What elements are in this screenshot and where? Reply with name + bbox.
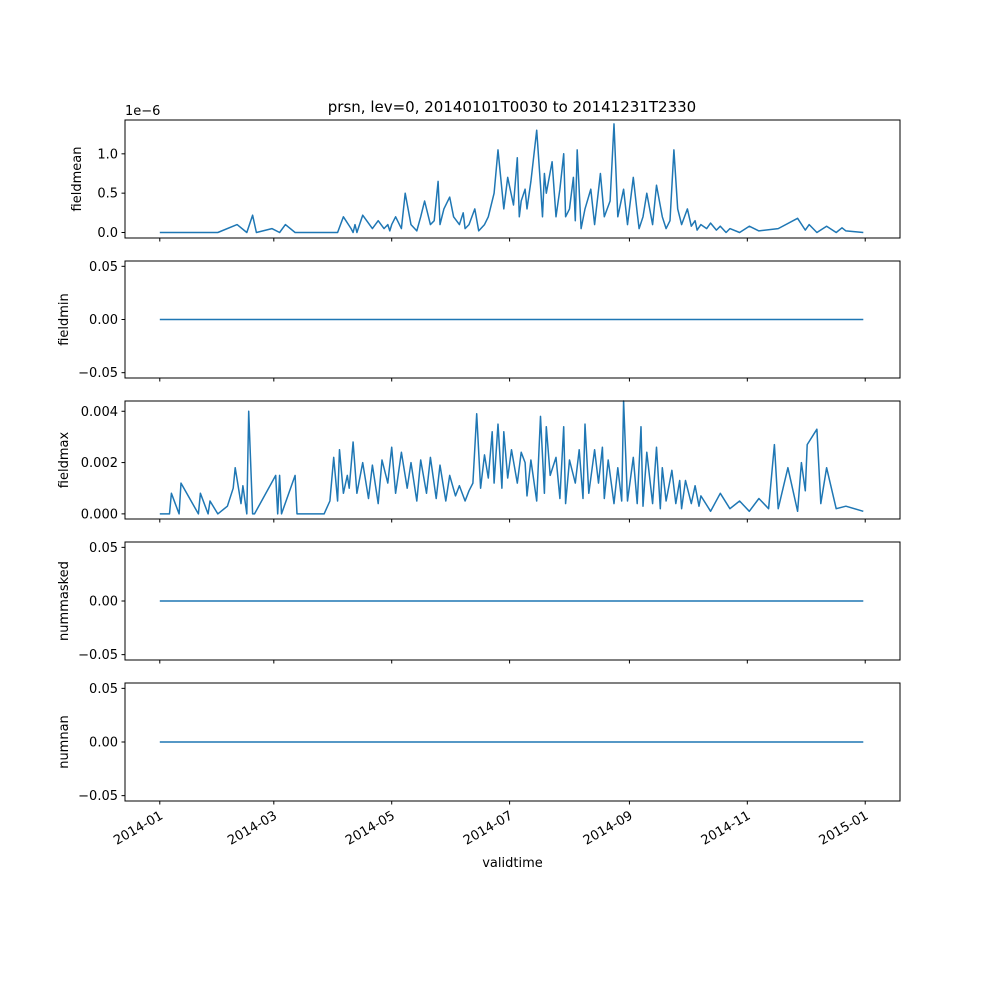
y-tick-label: 0.05 xyxy=(89,541,118,556)
plot-frame xyxy=(124,119,901,239)
x-axis-label: validtime xyxy=(482,856,543,871)
y-axis-label: numnan xyxy=(57,715,72,769)
y-tick-label: 0.000 xyxy=(81,507,118,522)
y-tick-label: 0.00 xyxy=(89,595,118,610)
y-tick-label: −0.05 xyxy=(78,789,118,804)
y-tick-label: 0.00 xyxy=(89,313,118,328)
plot-frame xyxy=(124,400,901,520)
y-offset-label: 1e−6 xyxy=(125,104,160,119)
subplot-fieldmean: 0.0 0.5 1.0 fieldmean 1e−6 xyxy=(70,104,901,242)
series-line xyxy=(159,123,864,234)
y-axis-label: fieldmean xyxy=(70,147,85,212)
series-line xyxy=(159,400,864,515)
y-tick-label: 0.002 xyxy=(81,456,118,471)
y-tick-label: 0.5 xyxy=(97,187,118,202)
subplot-fieldmax: 0.000 0.002 0.004 fieldmax xyxy=(57,400,901,523)
subplot-fieldmin: −0.05 0.00 0.05 fieldmin xyxy=(57,260,901,382)
y-axis-label: fieldmin xyxy=(57,293,72,346)
y-tick-label: −0.05 xyxy=(78,648,118,663)
y-tick-label: 0.004 xyxy=(81,405,118,420)
y-tick-label: 0.05 xyxy=(89,260,118,275)
figure-title: prsn, lev=0, 20140101T0030 to 20141231T2… xyxy=(328,98,696,116)
y-tick-label: −0.05 xyxy=(78,366,118,381)
y-tick-label: 1.0 xyxy=(97,147,118,162)
y-axis-label: fieldmax xyxy=(57,432,72,489)
y-tick-label: 0.0 xyxy=(97,226,118,241)
y-axis-label: nummasked xyxy=(57,561,72,641)
subplot-nummasked: −0.05 0.00 0.05 nummasked xyxy=(57,541,901,664)
y-tick-label: 0.05 xyxy=(89,682,118,697)
y-tick-label: 0.00 xyxy=(89,736,118,751)
